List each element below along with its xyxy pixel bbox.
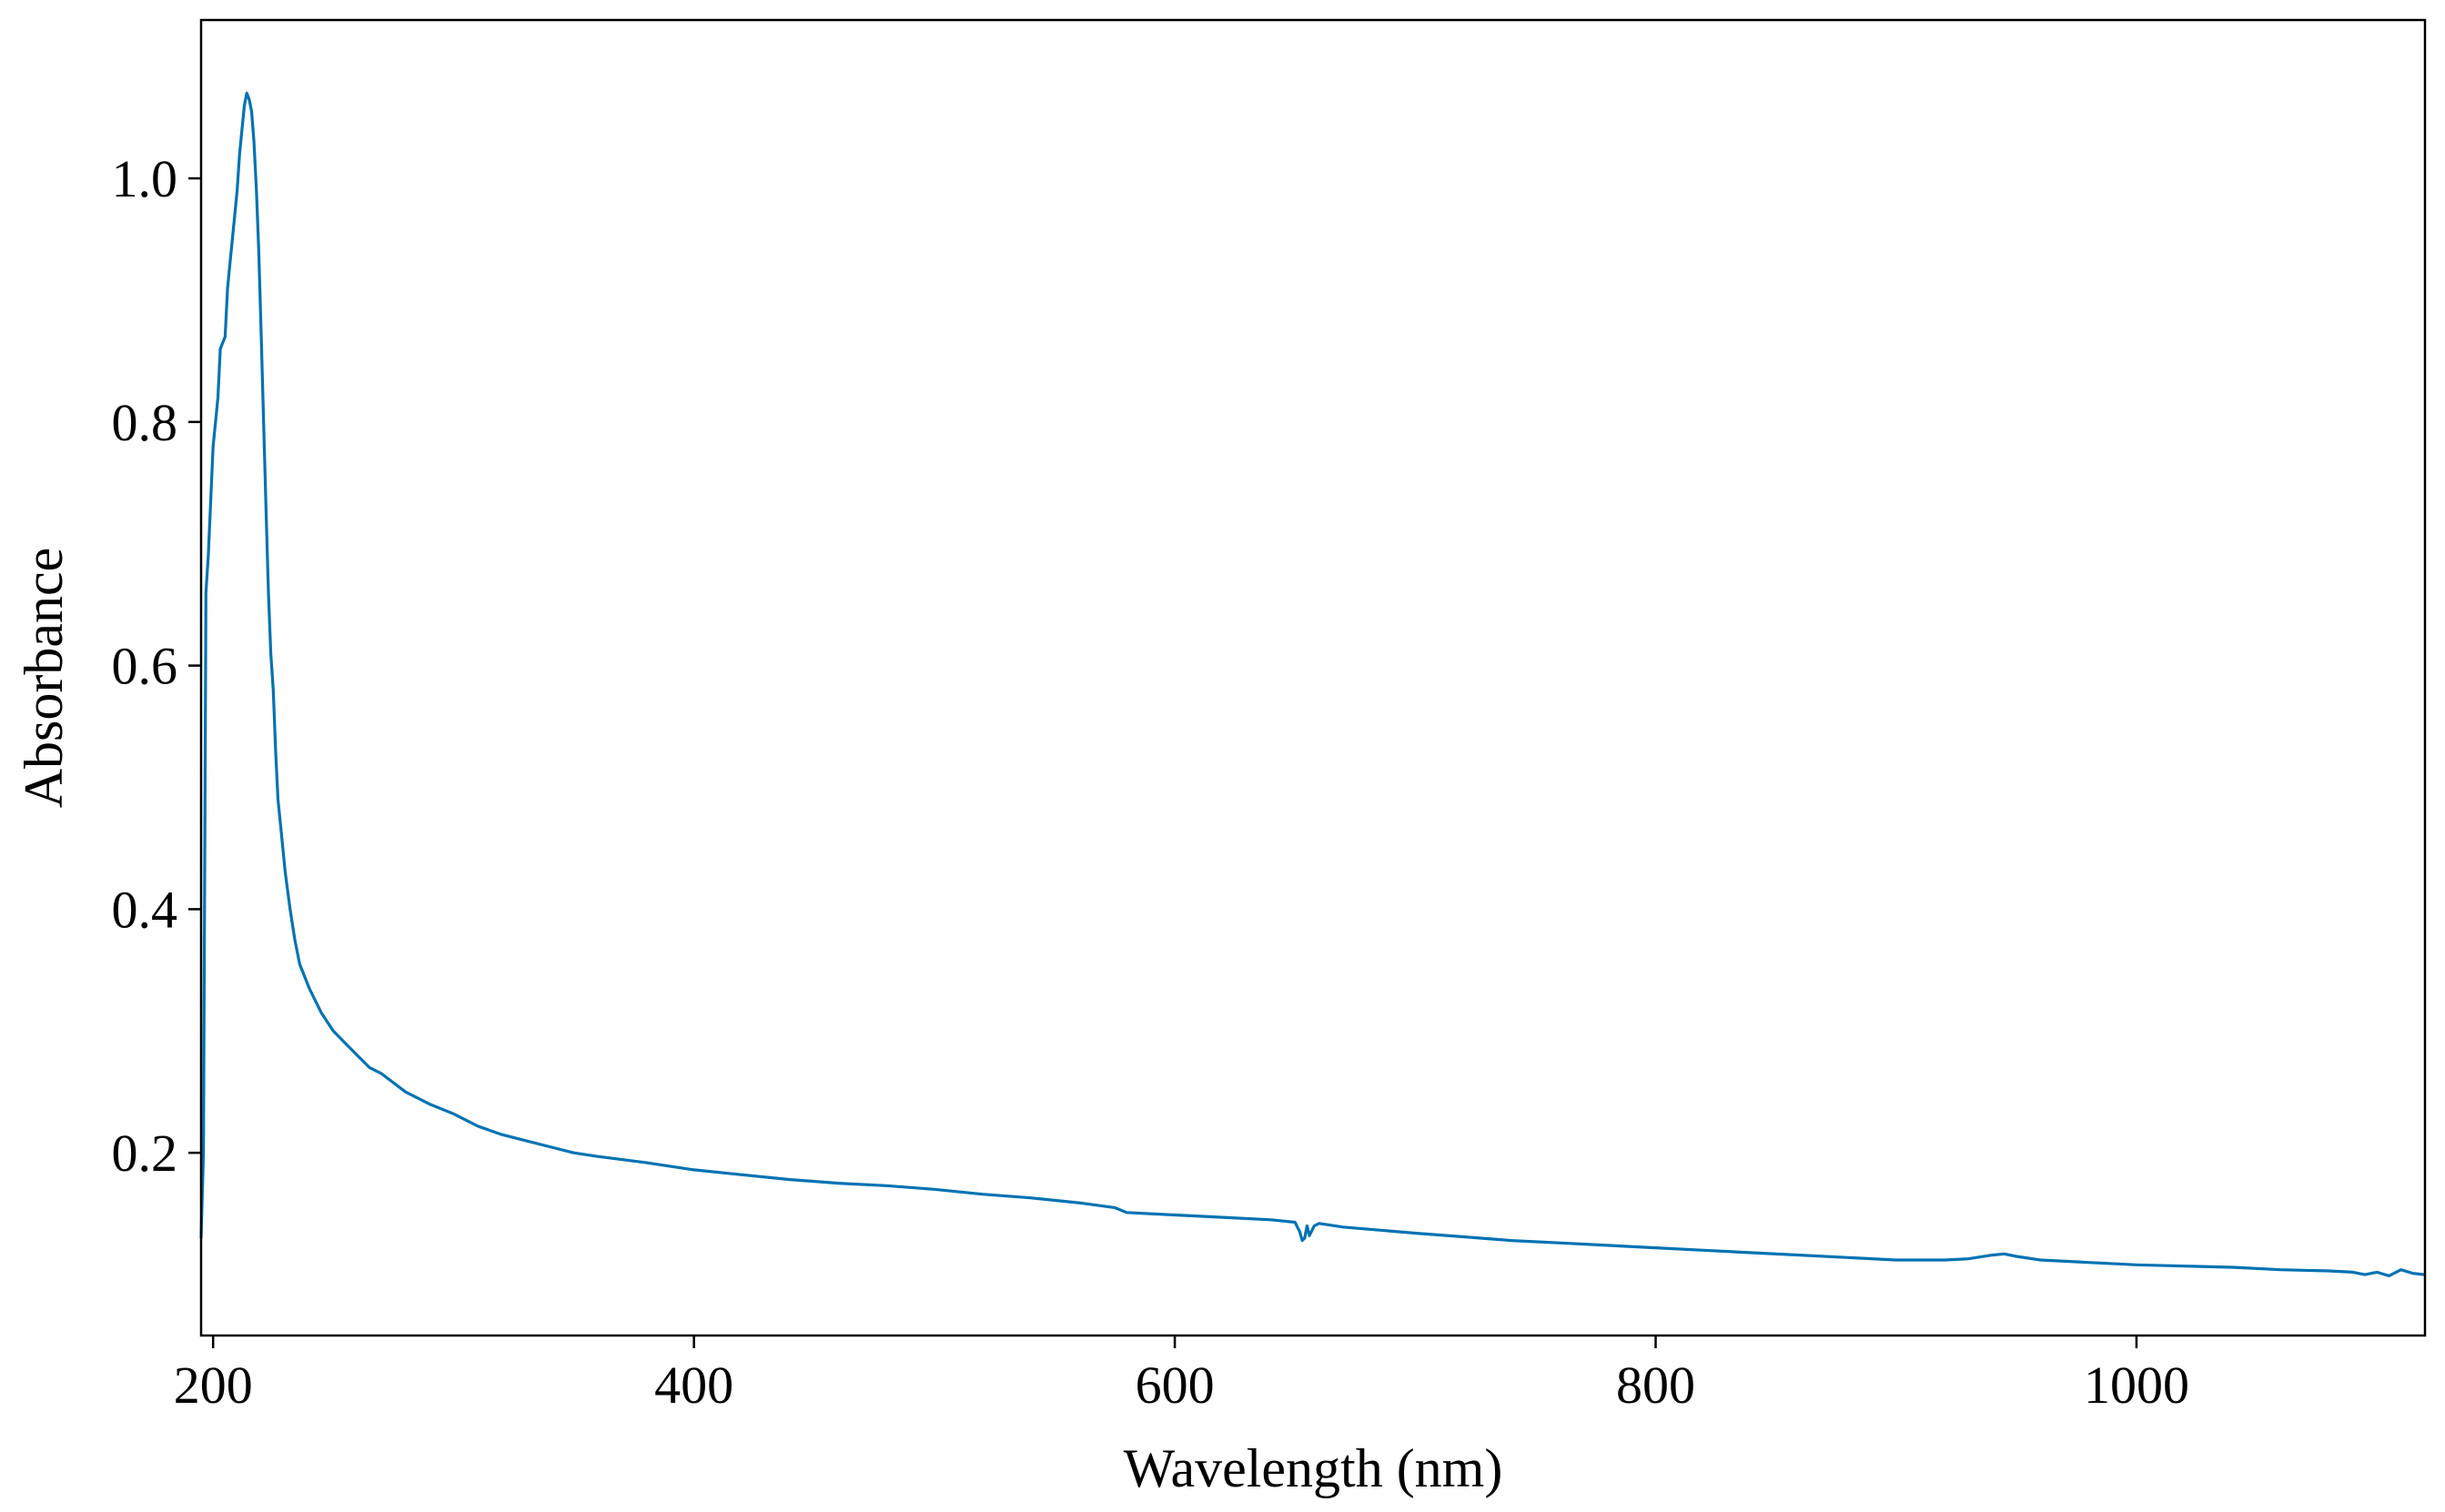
x-tick-label: 800 <box>1616 1356 1695 1415</box>
y-tick-label: 0.6 <box>112 637 178 696</box>
y-tick-label: 0.4 <box>112 880 178 939</box>
absorbance-series-line <box>199 91 2426 1277</box>
y-axis-label: Absorbance <box>14 548 74 809</box>
x-tick-label: 200 <box>174 1356 253 1415</box>
y-tick-label: 0.8 <box>112 393 178 452</box>
y-tick-label: 1.0 <box>112 149 178 208</box>
y-axis-ticks: 0.2 0.4 0.6 0.8 1.0 <box>112 149 201 1183</box>
plot-area-frame <box>199 18 2427 1337</box>
x-axis-label: Wavelength (nm) <box>1124 1438 1503 1498</box>
x-tick-label: 1000 <box>2084 1356 2189 1415</box>
y-tick-label: 0.2 <box>112 1124 178 1183</box>
x-tick-label: 600 <box>1136 1356 1215 1415</box>
x-axis-ticks: 200 400 600 800 1000 <box>174 1336 2189 1415</box>
x-tick-label: 400 <box>654 1356 733 1415</box>
